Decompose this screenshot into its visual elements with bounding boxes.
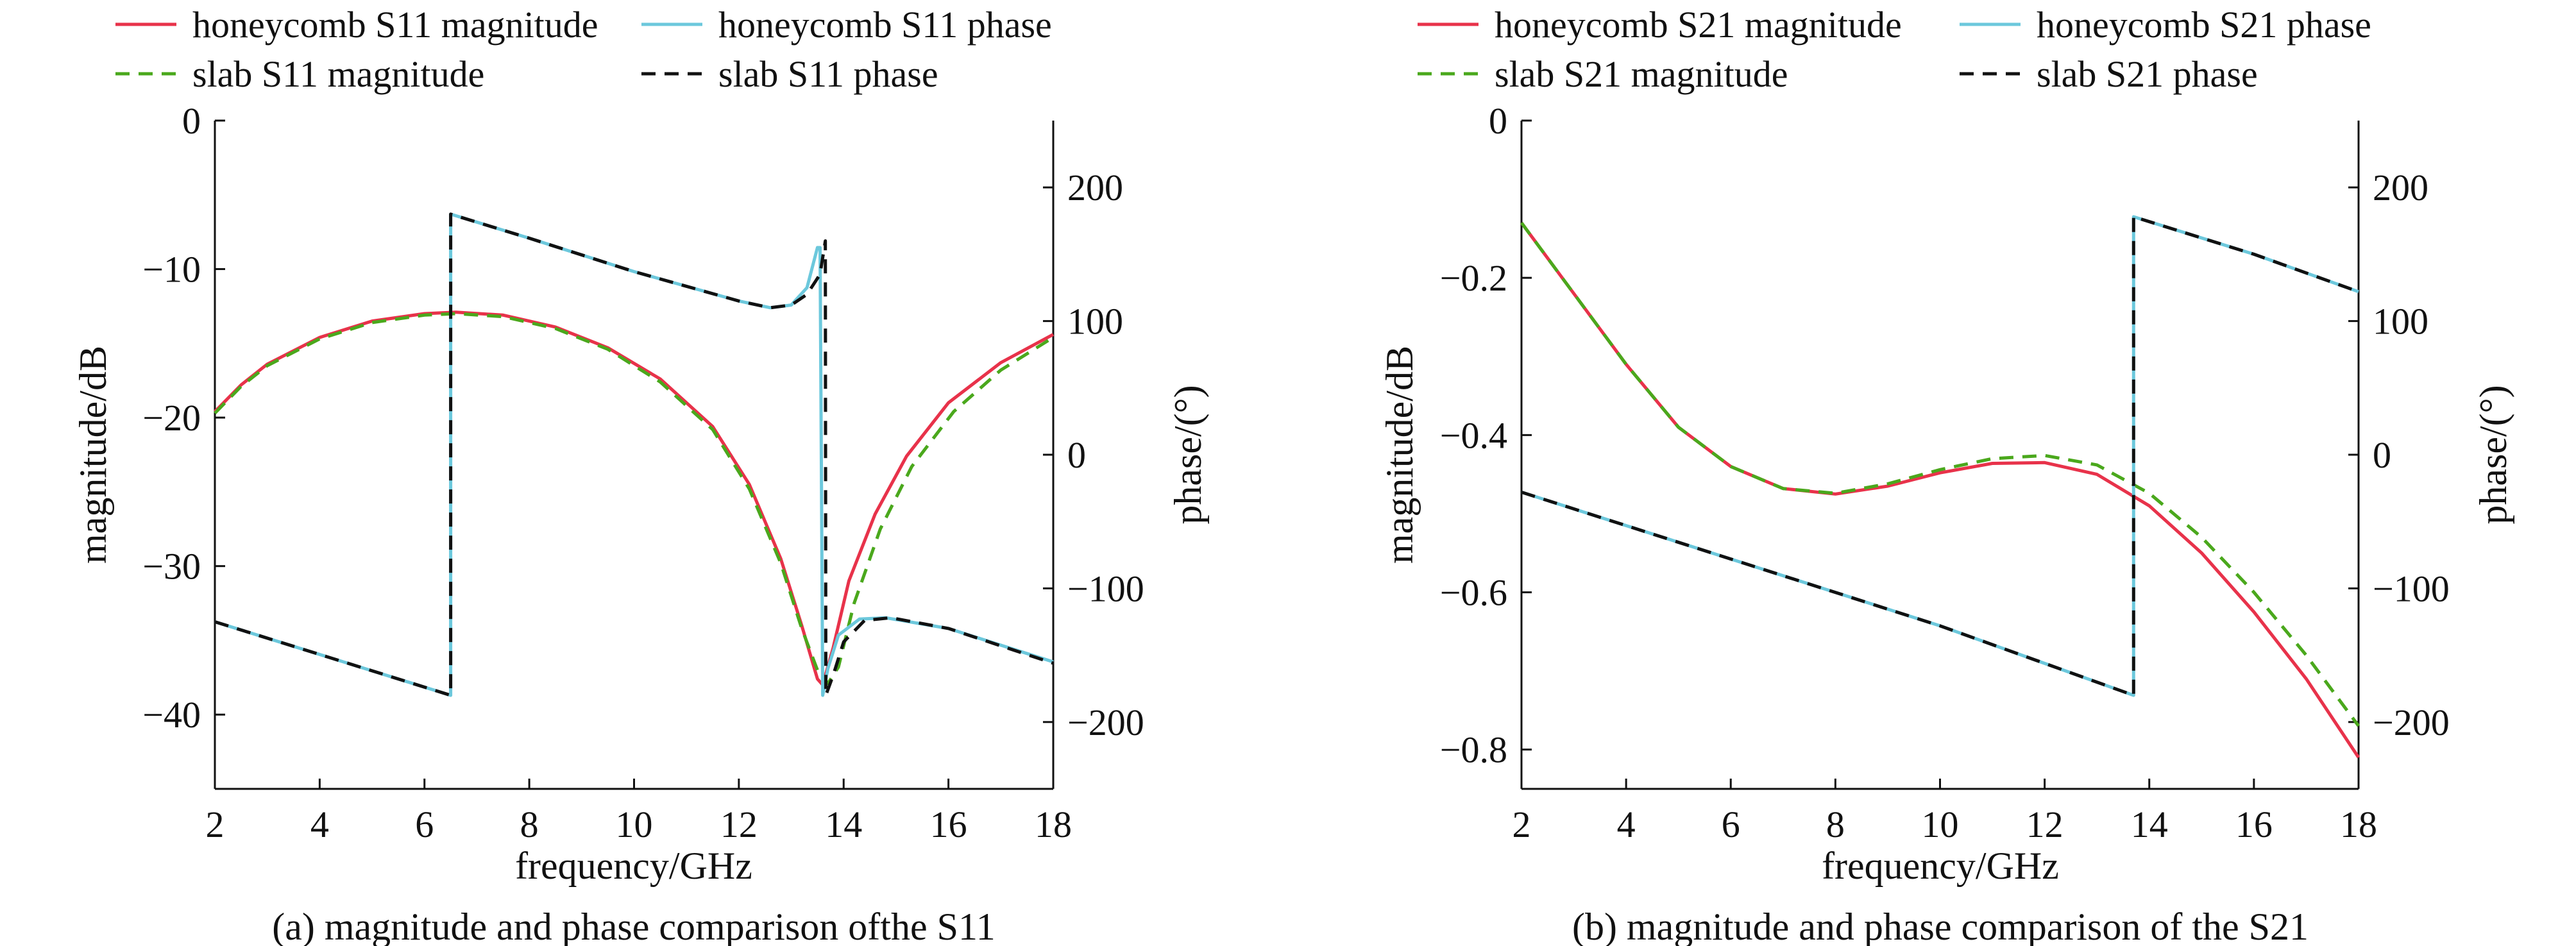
x-tick-label: 18	[1035, 804, 1072, 845]
y-tick-label: −0.6	[1440, 572, 1507, 614]
y-tick-label: −0.8	[1440, 729, 1507, 771]
legend-label: honeycomb S11 phase	[718, 4, 1052, 46]
x-tick-label: 8	[1826, 804, 1845, 845]
legend-label: honeycomb S11 magnitude	[192, 4, 598, 46]
y-tick-label: −0.2	[1440, 257, 1507, 299]
panel-s11: 2 4 6 8 10 12 14 16 18 0 −10 −20 −30 −40 200 100 0 −100 −2…	[72, 4, 1209, 946]
legend-label: honeycomb S21 magnitude	[1495, 4, 1902, 46]
series-line-slab-s11-phase	[214, 212, 1054, 697]
x-axis-title: frequency/GHz	[515, 845, 752, 887]
y-tick-label: 0	[182, 100, 201, 142]
legend-label: slab S11 magnitude	[192, 53, 484, 95]
x-tick-label: 4	[310, 804, 329, 845]
x-tick-label: 4	[1617, 804, 1636, 845]
figure-caption: (b) magnitude and phase comparison of th…	[1572, 906, 2309, 946]
legend-label: slab S21 magnitude	[1495, 53, 1788, 95]
x-tick-label: 10	[616, 804, 653, 845]
y-tick-label: −10	[142, 249, 201, 291]
x-tick-label: 8	[520, 804, 539, 845]
x-tick-label: 14	[2131, 804, 2168, 845]
x-tick-label: 2	[1513, 804, 1531, 845]
y2-tick-label: 100	[1067, 301, 1123, 342]
series-line-slab-s11-magnitude	[214, 312, 1055, 686]
legend-label: honeycomb S21 phase	[2037, 4, 2371, 46]
y2-tick-label: 0	[2373, 434, 2391, 476]
y2-tick-label: −100	[1067, 568, 1144, 609]
y2-tick-label: 200	[2373, 167, 2428, 208]
series-line-honeycomb-s21-magnitude	[1520, 221, 2360, 759]
x-tick-label: 2	[206, 804, 225, 845]
y-axis-title: magnitude/dB	[1378, 346, 1421, 564]
x-tick-label: 14	[825, 804, 862, 845]
figure-caption: (a) magnitude and phase comparison ofthe…	[272, 906, 995, 946]
y2-tick-label: −100	[2373, 568, 2450, 609]
series-line-honeycomb-s11-magnitude	[214, 310, 1055, 687]
series-line-slab-s21-phase	[1521, 215, 2359, 697]
x-tick-label: 16	[930, 804, 967, 845]
panel-s21: 2 4 6 8 10 12 14 16 18 0 −0.2 −0.4 −0.6 −0.8 200 100 0 −1…	[1378, 4, 2514, 946]
y2-tick-label: 200	[1067, 167, 1123, 208]
y-tick-label: −30	[142, 546, 201, 587]
series-line-slab-s21-magnitude	[1520, 221, 2360, 727]
y2-axis-title: phase/(°)	[1167, 385, 1209, 524]
x-tick-label: 18	[2340, 804, 2377, 845]
y-tick-label: −0.4	[1440, 414, 1507, 456]
y2-tick-label: −200	[2373, 702, 2450, 743]
x-tick-label: 6	[1722, 804, 1740, 845]
x-tick-label: 10	[1922, 804, 1959, 845]
legend-label: slab S11 phase	[718, 53, 938, 95]
y-tick-label: −40	[142, 694, 201, 736]
x-tick-label: 6	[415, 804, 434, 845]
y2-tick-label: −200	[1067, 702, 1144, 743]
y-axis-title: magnitude/dB	[72, 346, 114, 564]
y2-axis-title: phase/(°)	[2472, 385, 2514, 524]
series-line-honeycomb-s21-phase	[1521, 215, 2359, 697]
x-tick-label: 12	[720, 804, 758, 845]
y-tick-label: 0	[1489, 100, 1507, 142]
y-tick-label: −20	[142, 397, 201, 439]
x-tick-label: 16	[2235, 804, 2273, 845]
x-axis-title: frequency/GHz	[1822, 845, 2059, 887]
legend-label: slab S21 phase	[2037, 53, 2258, 95]
y2-tick-label: 0	[1067, 434, 1086, 476]
y2-tick-label: 100	[2373, 301, 2428, 342]
x-tick-label: 12	[2026, 804, 2063, 845]
